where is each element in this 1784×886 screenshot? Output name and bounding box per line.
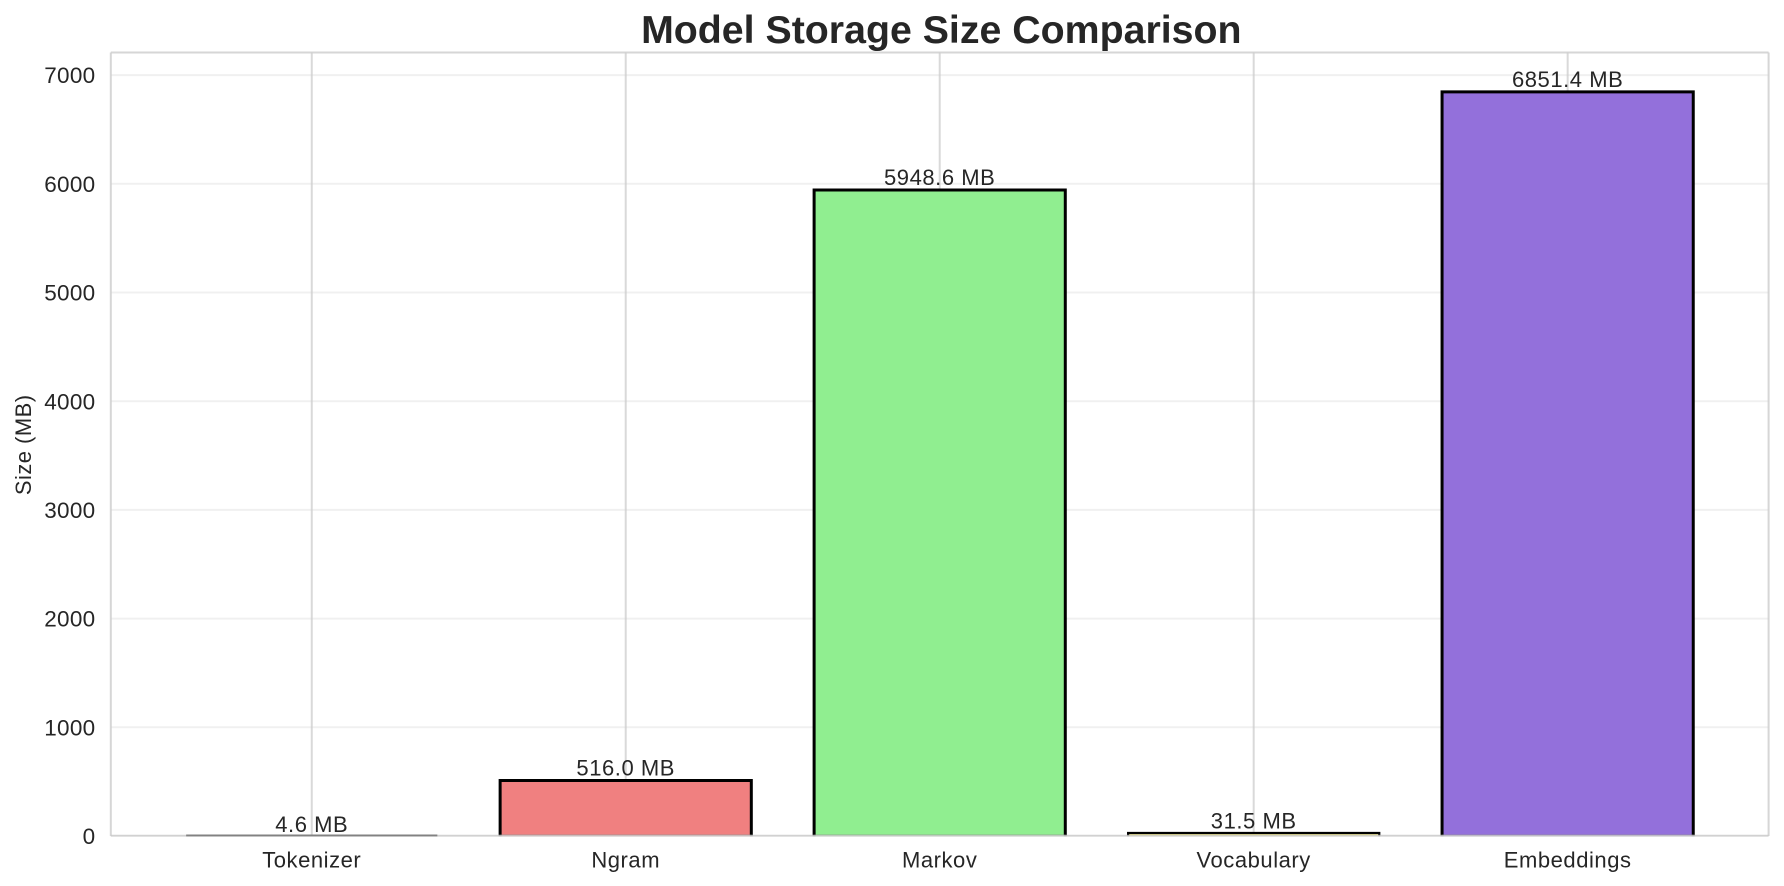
svg-text:516.0 MB: 516.0 MB (576, 756, 675, 781)
svg-text:5000: 5000 (44, 281, 95, 306)
svg-text:Ngram: Ngram (591, 848, 660, 873)
svg-text:2000: 2000 (44, 607, 95, 632)
svg-text:6851.4 MB: 6851.4 MB (1512, 67, 1623, 92)
svg-text:4.6 MB: 4.6 MB (275, 812, 348, 837)
svg-text:Vocabulary: Vocabulary (1197, 848, 1311, 873)
svg-text:5948.6 MB: 5948.6 MB (884, 165, 995, 190)
svg-text:Size (MB): Size (MB) (11, 394, 36, 495)
svg-text:Tokenizer: Tokenizer (262, 848, 361, 873)
svg-text:7000: 7000 (44, 63, 95, 88)
svg-text:Embeddings: Embeddings (1504, 848, 1632, 873)
svg-text:4000: 4000 (44, 389, 95, 414)
svg-text:1000: 1000 (44, 715, 95, 740)
svg-text:3000: 3000 (44, 498, 95, 523)
svg-text:Model Storage Size Comparison: Model Storage Size Comparison (641, 8, 1241, 52)
svg-text:31.5 MB: 31.5 MB (1211, 808, 1297, 833)
svg-text:Markov: Markov (902, 848, 977, 873)
svg-text:0: 0 (83, 824, 96, 849)
svg-text:6000: 6000 (44, 172, 95, 197)
